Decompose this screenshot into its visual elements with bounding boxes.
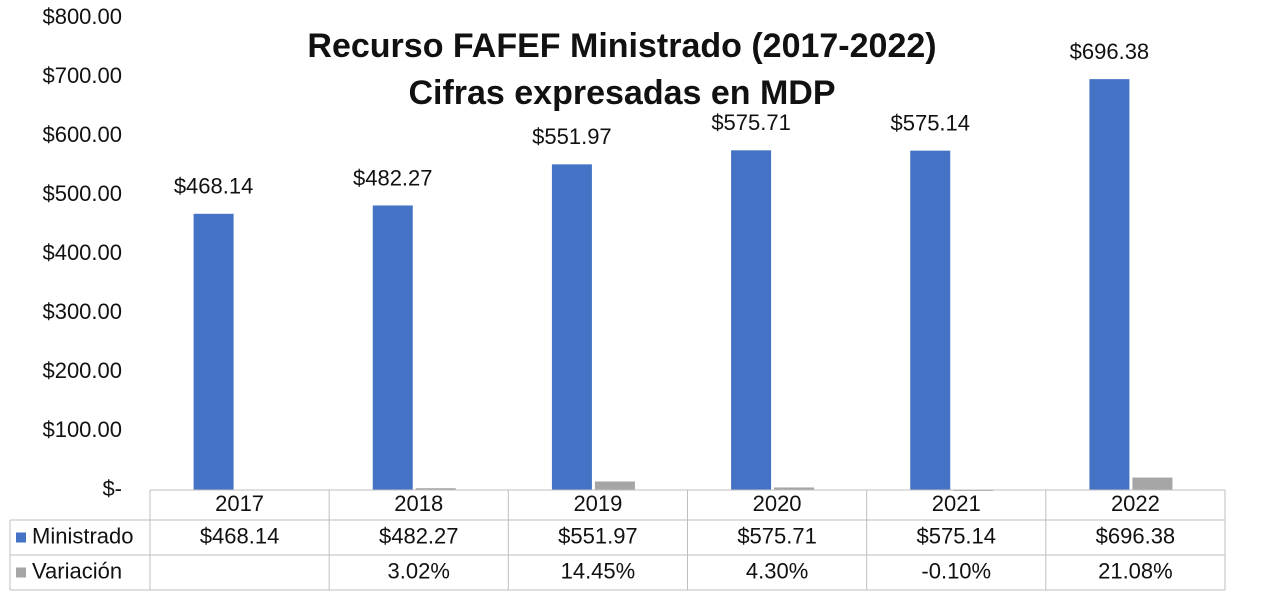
table-cell: $575.71 xyxy=(737,523,817,548)
x-tick-label: 2019 xyxy=(573,491,622,516)
bar xyxy=(193,213,234,490)
y-tick-label: $500.00 xyxy=(42,181,122,206)
bar xyxy=(415,488,456,490)
legend-swatch xyxy=(16,532,26,543)
x-tick-label: 2021 xyxy=(932,491,981,516)
chart-title: Recurso FAFEF Ministrado (2017-2022) xyxy=(307,27,936,65)
table-cell: $696.38 xyxy=(1096,523,1176,548)
table-cell: $468.14 xyxy=(200,523,280,548)
bar xyxy=(774,487,815,490)
y-tick-label: $600.00 xyxy=(42,122,122,147)
y-tick-label: $700.00 xyxy=(42,63,122,88)
bar xyxy=(1132,477,1173,490)
data-label: $482.27 xyxy=(353,165,433,190)
legend-swatch xyxy=(16,567,26,578)
table-cell: 4.30% xyxy=(746,558,808,583)
x-tick-label: 2017 xyxy=(215,491,264,516)
data-label: $575.14 xyxy=(890,110,970,135)
data-label: $468.14 xyxy=(174,174,254,199)
legend-label: Ministrado xyxy=(32,523,133,548)
bar xyxy=(731,150,772,490)
y-tick-label: $400.00 xyxy=(42,240,122,265)
data-label: $575.71 xyxy=(711,110,791,135)
bar xyxy=(551,164,592,490)
bar xyxy=(910,150,951,490)
table-cell: -0.10% xyxy=(921,558,991,583)
bar xyxy=(1089,79,1130,490)
x-tick-label: 2022 xyxy=(1111,491,1160,516)
y-tick-label: $200.00 xyxy=(42,358,122,383)
y-tick-label: $300.00 xyxy=(42,299,122,324)
x-tick-label: 2018 xyxy=(394,491,443,516)
chart-subtitle: Cifras expresadas en MDP xyxy=(408,74,835,112)
table-cell: $551.97 xyxy=(558,523,638,548)
legend-label: Variación xyxy=(32,558,122,583)
y-tick-label: $100.00 xyxy=(42,417,122,442)
y-tick-label: $- xyxy=(102,476,122,501)
y-tick-label: $800.00 xyxy=(42,4,122,29)
table-cell: $575.14 xyxy=(916,523,996,548)
table-cell: 3.02% xyxy=(388,558,450,583)
table-cell: 21.08% xyxy=(1098,558,1173,583)
x-tick-label: 2020 xyxy=(753,491,802,516)
table-cell: 14.45% xyxy=(561,558,636,583)
data-label: $551.97 xyxy=(532,124,612,149)
bar xyxy=(594,481,635,490)
data-label: $696.38 xyxy=(1070,39,1150,64)
bar xyxy=(372,205,413,490)
table-cell: $482.27 xyxy=(379,523,459,548)
